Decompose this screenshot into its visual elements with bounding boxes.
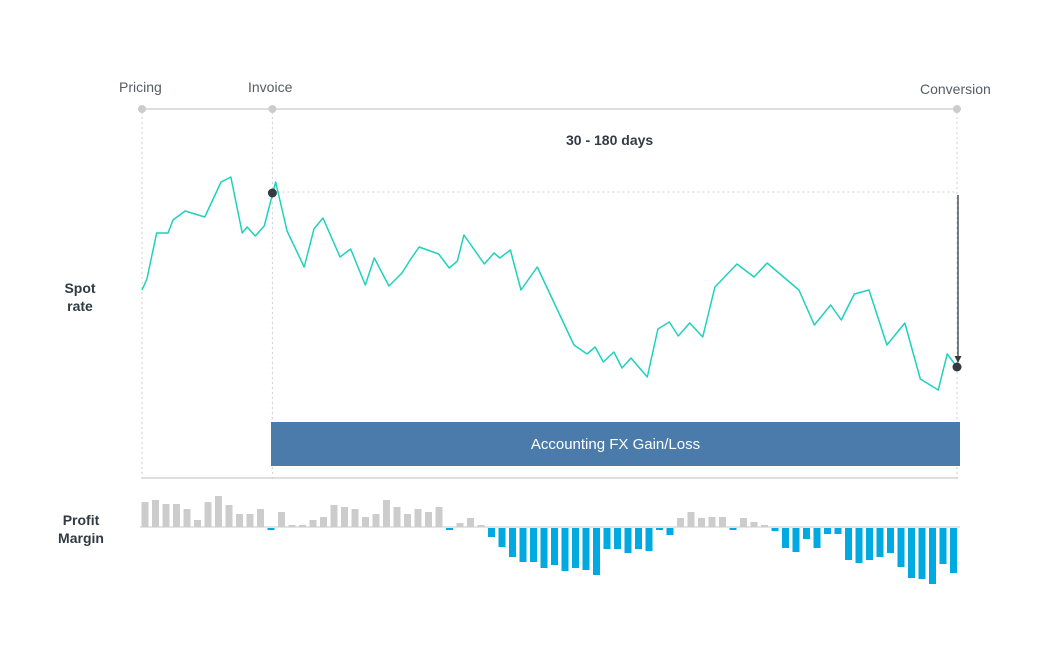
milestone-dot-2 bbox=[953, 105, 961, 113]
profit-margin-bar bbox=[383, 500, 390, 527]
profit-margin-bar bbox=[257, 509, 264, 527]
fx-box-label: Accounting FX Gain/Loss bbox=[530, 435, 701, 453]
profit-margin-bar bbox=[782, 528, 789, 548]
profit-margin-bar bbox=[288, 525, 296, 527]
profit-margin-bar bbox=[173, 504, 180, 527]
profit-margin-bar bbox=[897, 528, 905, 567]
profit-margin-bar bbox=[152, 500, 159, 527]
profit-margin-bar bbox=[530, 528, 537, 562]
profit-margin-bar bbox=[320, 517, 327, 527]
profit-margin-bar bbox=[425, 512, 432, 527]
milestone-label-pricing: Pricing bbox=[119, 79, 162, 95]
profit-margin-bar bbox=[572, 528, 579, 568]
profit-margin-bar bbox=[551, 528, 558, 565]
profit-margin-bar bbox=[687, 512, 695, 527]
profit-margin-bar bbox=[162, 504, 170, 527]
profit-margin-bar bbox=[855, 528, 863, 563]
milestone-dot-1 bbox=[268, 105, 277, 113]
profit-margin-label: Profit Margin bbox=[50, 511, 112, 547]
profit-margin-bar bbox=[677, 518, 684, 527]
spot-rate-line bbox=[141, 176, 958, 391]
profit-margin-bar bbox=[215, 496, 222, 527]
spot-rate-label-line2: rate bbox=[67, 298, 93, 314]
profit-margin-bar bbox=[834, 528, 842, 534]
profit-margin-bar bbox=[225, 505, 233, 527]
profit-margin-bar bbox=[876, 528, 884, 557]
profit-margin-bar bbox=[309, 520, 317, 527]
profit-margin-bar bbox=[194, 520, 201, 527]
profit-margin-bar bbox=[635, 528, 642, 549]
profit-margin-bar bbox=[719, 517, 726, 527]
invoice-rate-marker bbox=[267, 188, 277, 198]
profit-margin-bar bbox=[582, 528, 590, 570]
profit-margin-bar bbox=[624, 528, 632, 553]
profit-margin-bar bbox=[341, 507, 348, 527]
profit-margin-bar bbox=[540, 528, 548, 568]
profit-margin-bar bbox=[929, 528, 936, 584]
profit-margin-bar bbox=[141, 502, 149, 527]
profit-margin-bar bbox=[456, 523, 464, 527]
profit-margin-bar bbox=[803, 528, 810, 539]
profit-margin-bar bbox=[792, 528, 800, 552]
profit-margin-bar bbox=[393, 507, 401, 527]
profit-margin-bar bbox=[908, 528, 915, 578]
profit-margin-bar bbox=[750, 522, 758, 527]
profit-margin-bar bbox=[236, 514, 243, 527]
profit-margin-bar bbox=[351, 509, 359, 527]
profit-margin-bar bbox=[414, 509, 422, 527]
fx-change-arrow bbox=[954, 195, 962, 363]
profit-margin-bar bbox=[404, 514, 411, 527]
milestone-label-invoice: Invoice bbox=[248, 79, 293, 95]
profit-margin-bar bbox=[435, 507, 443, 527]
profit-margin-label-line1: Profit bbox=[62, 512, 100, 528]
profit-margin-bar bbox=[467, 518, 474, 527]
profit-margin-bar bbox=[950, 528, 957, 573]
profit-margin-bar bbox=[372, 514, 380, 527]
profit-margin-bar bbox=[498, 528, 506, 547]
profit-margin-bar bbox=[729, 528, 737, 530]
spot-rate-label: Spot rate bbox=[52, 279, 108, 315]
profit-margin-bar bbox=[519, 528, 527, 562]
accounting-fx-gain-loss-box: Accounting FX Gain/Loss bbox=[271, 422, 960, 466]
profit-margin-bar bbox=[183, 509, 191, 527]
profit-margin-bar bbox=[593, 528, 600, 575]
profit-margin-bar bbox=[561, 528, 569, 571]
profit-margin-bar bbox=[645, 528, 653, 551]
profit-margin-bar bbox=[866, 528, 873, 560]
profit-margin-bar bbox=[698, 518, 705, 527]
profit-margin-bar bbox=[824, 528, 831, 534]
profit-margin-bar bbox=[761, 525, 768, 527]
profit-margin-bar bbox=[488, 528, 495, 537]
profit-margin-bar bbox=[299, 525, 306, 527]
profit-margin-bar bbox=[614, 528, 621, 549]
profit-margin-bar bbox=[708, 517, 716, 527]
profit-margin-bar bbox=[446, 528, 453, 530]
profit-margin-bar bbox=[666, 528, 674, 535]
profit-margin-bar bbox=[887, 528, 894, 553]
conversion-rate-marker bbox=[952, 362, 962, 372]
profit-margin-bar bbox=[939, 528, 947, 564]
profit-margin-bar bbox=[204, 502, 212, 527]
spot-rate-label-line1: Spot bbox=[64, 280, 96, 296]
profit-margin-bar bbox=[509, 528, 516, 557]
milestone-dot-0 bbox=[138, 105, 146, 113]
profit-margin-bar bbox=[740, 518, 747, 527]
profit-margin-bar bbox=[918, 528, 926, 579]
period-label: 30 - 180 days bbox=[566, 132, 654, 148]
profit-margin-bar bbox=[362, 517, 369, 527]
profit-margin-bar bbox=[267, 528, 275, 530]
profit-margin-bar bbox=[278, 512, 285, 527]
profit-margin-bar bbox=[477, 525, 485, 527]
milestone-label-conversion: Conversion bbox=[920, 81, 991, 97]
profit-margin-bar bbox=[656, 528, 663, 530]
profit-margin-label-line2: Margin bbox=[58, 530, 104, 546]
profit-margin-bar bbox=[845, 528, 852, 560]
profit-margin-bar bbox=[813, 528, 821, 548]
profit-margin-bar bbox=[603, 528, 611, 549]
profit-margin-bar bbox=[246, 514, 254, 527]
profit-margin-bar bbox=[330, 505, 338, 527]
profit-margin-bar bbox=[771, 528, 779, 531]
